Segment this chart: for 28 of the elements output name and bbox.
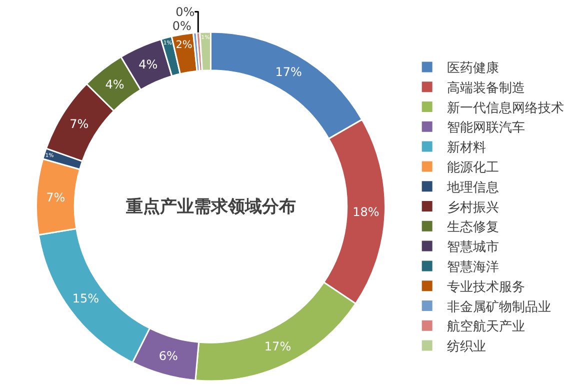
data-label: 4% bbox=[138, 57, 158, 72]
data-label: 2% bbox=[176, 38, 192, 51]
data-label: 15% bbox=[72, 292, 100, 306]
legend-label: 纺织业 bbox=[447, 340, 486, 355]
legend-label: 乡村振兴 bbox=[447, 200, 500, 216]
legend-label: 智能网联汽车 bbox=[447, 120, 526, 136]
legend-label: 专业技术服务 bbox=[447, 280, 526, 295]
data-label: 4% bbox=[105, 77, 124, 92]
legend-label: 智慧城市 bbox=[447, 240, 500, 256]
legend-label: 非金属矿物制品业 bbox=[447, 300, 552, 315]
legend-label: 医药健康 bbox=[447, 61, 500, 76]
data-label: 0% bbox=[176, 4, 195, 19]
legend-label: 生态修复 bbox=[447, 220, 500, 236]
data-label: 7% bbox=[70, 117, 89, 132]
data-label: 17% bbox=[275, 65, 302, 80]
data-label: 17% bbox=[264, 340, 292, 354]
legend-label: 能源化工 bbox=[447, 160, 500, 176]
legend-label: 新一代信息网络技术 bbox=[447, 100, 564, 116]
legend-label: 地理信息 bbox=[446, 180, 500, 196]
legend-label: 高端装备制造 bbox=[447, 80, 526, 96]
data-label: 7% bbox=[46, 190, 66, 205]
data-label: 6% bbox=[158, 348, 178, 363]
legend-label: 新材料 bbox=[447, 140, 486, 156]
text: 重点产业需求领域分布 bbox=[125, 197, 296, 217]
data-label: 18% bbox=[352, 204, 380, 219]
legend-label: 航空航天产业 bbox=[447, 320, 526, 335]
legend-label: 智慧海洋 bbox=[447, 260, 500, 276]
data-label: 0% bbox=[172, 18, 192, 33]
